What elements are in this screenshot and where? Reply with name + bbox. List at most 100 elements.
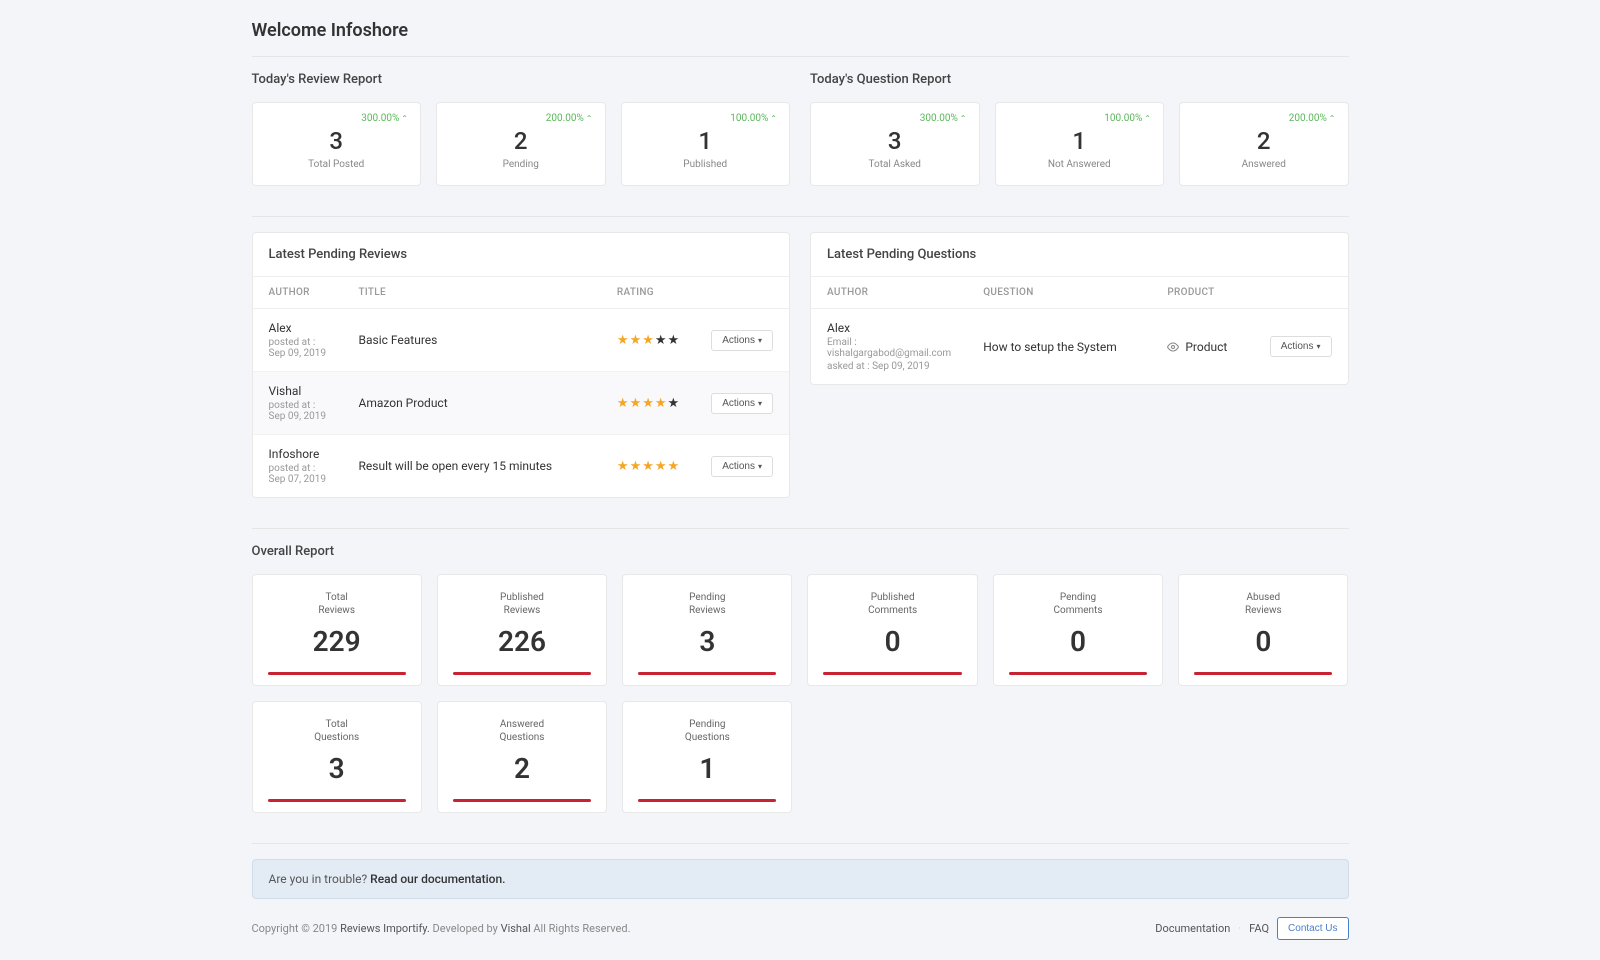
- star-icon: ★: [655, 396, 667, 411]
- pending-reviews-table: AUTHOR TITLE RATING Alexposted at : Sep …: [253, 277, 790, 497]
- overall-card: PendingComments 0: [993, 574, 1163, 686]
- progress-bar: [268, 672, 406, 675]
- posted-date: posted at : Sep 07, 2019: [269, 463, 327, 485]
- caret-down-icon: ▾: [758, 462, 762, 471]
- overall-label: AbusedReviews: [1194, 591, 1332, 617]
- stat-label: Not Answered: [1011, 159, 1149, 170]
- footer-faq-link[interactable]: FAQ: [1249, 922, 1269, 935]
- overall-value: 0: [823, 625, 961, 658]
- col-author: AUTHOR: [811, 277, 967, 309]
- table-row: Alexposted at : Sep 09, 2019 Basic Featu…: [253, 309, 790, 372]
- review-title: Amazon Product: [343, 372, 601, 435]
- star-rating: ★★★★★: [617, 333, 679, 348]
- posted-date: posted at : Sep 09, 2019: [269, 400, 327, 422]
- question-stat-card: 200.00%⌃ 2 Answered: [1179, 102, 1349, 186]
- overall-value: 0: [1194, 625, 1332, 658]
- trend-indicator: 100.00%⌃: [1104, 113, 1151, 124]
- eye-icon: [1167, 341, 1179, 353]
- caret-down-icon: ▾: [758, 336, 762, 345]
- progress-bar: [1009, 672, 1147, 675]
- divider: [252, 216, 1349, 217]
- stat-label: Pending: [452, 159, 590, 170]
- review-stat-row: 300.00%⌃ 3 Total Posted 200.00%⌃ 2 Pendi…: [252, 102, 791, 186]
- stat-value: 1: [637, 127, 775, 155]
- pending-questions-table: AUTHOR QUESTION PRODUCT AlexEmail : vish…: [811, 277, 1348, 384]
- col-rating: RATING: [601, 277, 695, 309]
- actions-button[interactable]: Actions ▾: [711, 393, 773, 414]
- star-icon: ★: [617, 333, 629, 348]
- author-name: Infoshore: [269, 447, 327, 461]
- col-author: AUTHOR: [253, 277, 343, 309]
- stat-value: 3: [826, 127, 964, 155]
- overall-card: TotalReviews 229: [252, 574, 422, 686]
- caret-up-icon: ⌃: [1329, 114, 1336, 123]
- stat-label: Total Asked: [826, 159, 964, 170]
- stat-value: 2: [452, 127, 590, 155]
- help-alert: Are you in trouble? Read our documentati…: [252, 859, 1349, 899]
- star-icon: ★: [630, 459, 642, 474]
- app-link[interactable]: Reviews Importify.: [340, 922, 430, 935]
- stat-value: 2: [1195, 127, 1333, 155]
- review-stat-card: 100.00%⌃ 1 Published: [621, 102, 791, 186]
- question-stat-row: 300.00%⌃ 3 Total Asked 100.00%⌃ 1 Not An…: [810, 102, 1349, 186]
- dev-link[interactable]: Vishal: [501, 922, 531, 935]
- overall-value: 3: [268, 752, 406, 785]
- stat-value: 3: [268, 127, 406, 155]
- overall-value: 229: [268, 625, 406, 658]
- pending-reviews-title: Latest Pending Reviews: [253, 233, 790, 277]
- overall-value: 0: [1009, 625, 1147, 658]
- overall-card: PublishedReviews 226: [437, 574, 607, 686]
- overall-card: PendingReviews 3: [622, 574, 792, 686]
- divider: [252, 56, 1349, 57]
- question-stat-card: 100.00%⌃ 1 Not Answered: [995, 102, 1165, 186]
- trend-indicator: 200.00%⌃: [546, 113, 593, 124]
- caret-up-icon: ⌃: [770, 114, 777, 123]
- star-icon: ★: [617, 396, 629, 411]
- trend-indicator: 100.00%⌃: [730, 113, 777, 124]
- progress-bar: [453, 799, 591, 802]
- progress-bar: [638, 799, 776, 802]
- footer-doc-link[interactable]: Documentation: [1155, 922, 1230, 935]
- stat-label: Published: [637, 159, 775, 170]
- star-icon: ★: [642, 396, 654, 411]
- star-rating: ★★★★★: [617, 459, 679, 474]
- progress-bar: [1194, 672, 1332, 675]
- star-icon: ★: [630, 333, 642, 348]
- progress-bar: [823, 672, 961, 675]
- overall-card: AnsweredQuestions 2: [437, 701, 607, 813]
- actions-button[interactable]: Actions ▾: [711, 330, 773, 351]
- caret-down-icon: ▾: [758, 399, 762, 408]
- contact-us-button[interactable]: Contact Us: [1277, 917, 1348, 940]
- copyright: Copyright © 2019 Reviews Importify. Deve…: [252, 922, 631, 935]
- pending-reviews-panel: Latest Pending Reviews AUTHOR TITLE RATI…: [252, 232, 791, 498]
- overall-card: AbusedReviews 0: [1178, 574, 1348, 686]
- actions-button[interactable]: Actions ▾: [1270, 336, 1332, 357]
- page-title: Welcome Infoshore: [252, 20, 1349, 41]
- review-report-title: Today's Review Report: [252, 72, 791, 87]
- review-stat-card: 200.00%⌃ 2 Pending: [436, 102, 606, 186]
- product-cell: Product: [1151, 309, 1253, 385]
- asked-date: asked at : Sep 09, 2019: [827, 361, 951, 372]
- overall-card: PendingQuestions 1: [622, 701, 792, 813]
- divider: [252, 528, 1349, 529]
- trend-indicator: 300.00%⌃: [920, 113, 967, 124]
- question-report-title: Today's Question Report: [810, 72, 1349, 87]
- actions-button[interactable]: Actions ▾: [711, 456, 773, 477]
- table-row: AlexEmail : vishalgargabod@gmail.comaske…: [811, 309, 1348, 385]
- caret-up-icon: ⌃: [401, 114, 408, 123]
- overall-label: TotalQuestions: [268, 718, 406, 744]
- caret-up-icon: ⌃: [1144, 114, 1151, 123]
- stat-label: Answered: [1195, 159, 1333, 170]
- progress-bar: [453, 672, 591, 675]
- progress-bar: [638, 672, 776, 675]
- author-name: Alex: [269, 321, 327, 335]
- trend-indicator: 300.00%⌃: [361, 113, 408, 124]
- star-icon: ★: [642, 459, 654, 474]
- question-stat-card: 300.00%⌃ 3 Total Asked: [810, 102, 980, 186]
- stat-label: Total Posted: [268, 159, 406, 170]
- caret-up-icon: ⌃: [960, 114, 967, 123]
- documentation-link[interactable]: Read our documentation.: [370, 872, 505, 886]
- overall-card: PublishedComments 0: [807, 574, 977, 686]
- review-title: Result will be open every 15 minutes: [343, 435, 601, 498]
- pending-questions-title: Latest Pending Questions: [811, 233, 1348, 277]
